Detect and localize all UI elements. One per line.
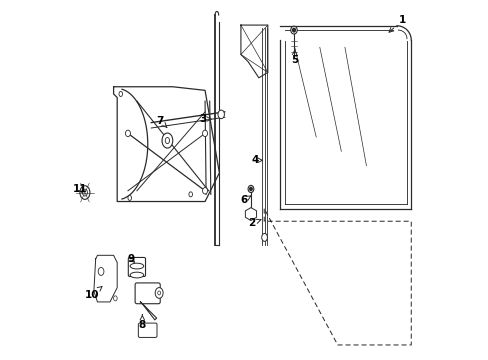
Ellipse shape (119, 91, 122, 96)
Text: 1: 1 (388, 15, 405, 32)
FancyBboxPatch shape (128, 257, 145, 276)
Ellipse shape (202, 188, 207, 194)
Text: 8: 8 (139, 315, 145, 330)
Ellipse shape (125, 130, 130, 136)
Ellipse shape (188, 192, 192, 197)
Text: 2: 2 (247, 218, 261, 228)
Ellipse shape (162, 133, 172, 148)
Text: 6: 6 (241, 195, 250, 205)
Ellipse shape (113, 296, 117, 301)
Ellipse shape (130, 272, 143, 278)
Text: 3: 3 (199, 114, 211, 124)
Ellipse shape (202, 130, 207, 136)
Ellipse shape (98, 267, 104, 275)
Ellipse shape (249, 187, 252, 190)
Text: 5: 5 (290, 49, 298, 65)
FancyBboxPatch shape (135, 283, 160, 304)
Ellipse shape (128, 195, 131, 201)
Ellipse shape (155, 288, 163, 298)
Ellipse shape (261, 233, 267, 241)
Text: 11: 11 (73, 184, 87, 194)
Ellipse shape (158, 291, 160, 295)
Ellipse shape (82, 189, 87, 196)
Ellipse shape (80, 186, 90, 199)
FancyBboxPatch shape (138, 323, 157, 337)
Ellipse shape (165, 138, 169, 144)
Text: 9: 9 (128, 254, 135, 264)
Text: 4: 4 (251, 155, 262, 165)
Text: 7: 7 (156, 116, 166, 127)
Ellipse shape (292, 28, 295, 32)
Text: 10: 10 (84, 287, 102, 300)
Ellipse shape (247, 185, 253, 193)
Ellipse shape (218, 110, 224, 119)
Ellipse shape (130, 263, 143, 269)
Ellipse shape (290, 26, 297, 34)
